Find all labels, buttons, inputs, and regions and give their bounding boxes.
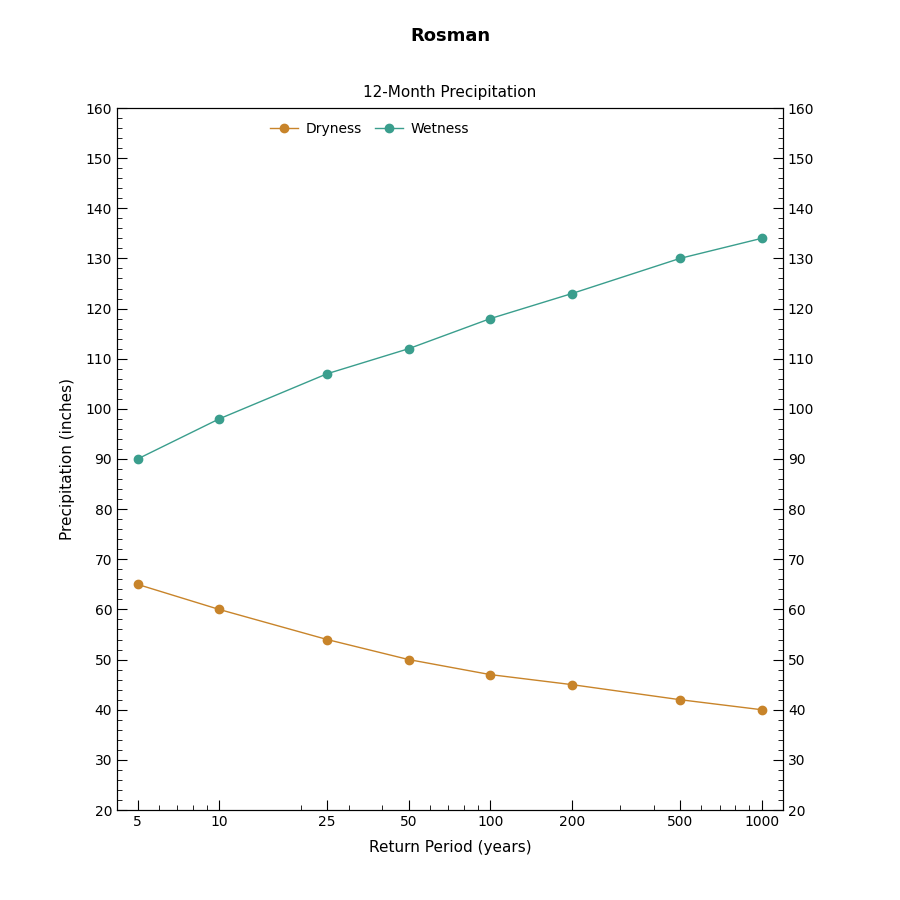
Dryness	[485, 670, 496, 680]
Line: Dryness: Dryness	[133, 580, 766, 714]
Dryness	[567, 680, 578, 690]
Dryness	[214, 604, 225, 615]
Wetness	[756, 233, 767, 244]
Text: Rosman: Rosman	[410, 27, 490, 45]
Dryness	[132, 579, 143, 590]
Dryness	[321, 634, 332, 645]
Wetness	[132, 454, 143, 464]
Legend: Dryness, Wetness: Dryness, Wetness	[271, 122, 469, 136]
Line: Wetness: Wetness	[133, 234, 766, 464]
Wetness	[403, 343, 414, 354]
Wetness	[321, 368, 332, 379]
Y-axis label: Precipitation (inches): Precipitation (inches)	[59, 378, 75, 540]
Wetness	[567, 288, 578, 299]
X-axis label: Return Period (years): Return Period (years)	[369, 840, 531, 855]
Dryness	[674, 694, 685, 705]
Wetness	[485, 313, 496, 324]
Dryness	[403, 654, 414, 665]
Wetness	[674, 253, 685, 264]
Title: 12-Month Precipitation: 12-Month Precipitation	[364, 85, 536, 100]
Wetness	[214, 413, 225, 424]
Dryness	[756, 705, 767, 716]
